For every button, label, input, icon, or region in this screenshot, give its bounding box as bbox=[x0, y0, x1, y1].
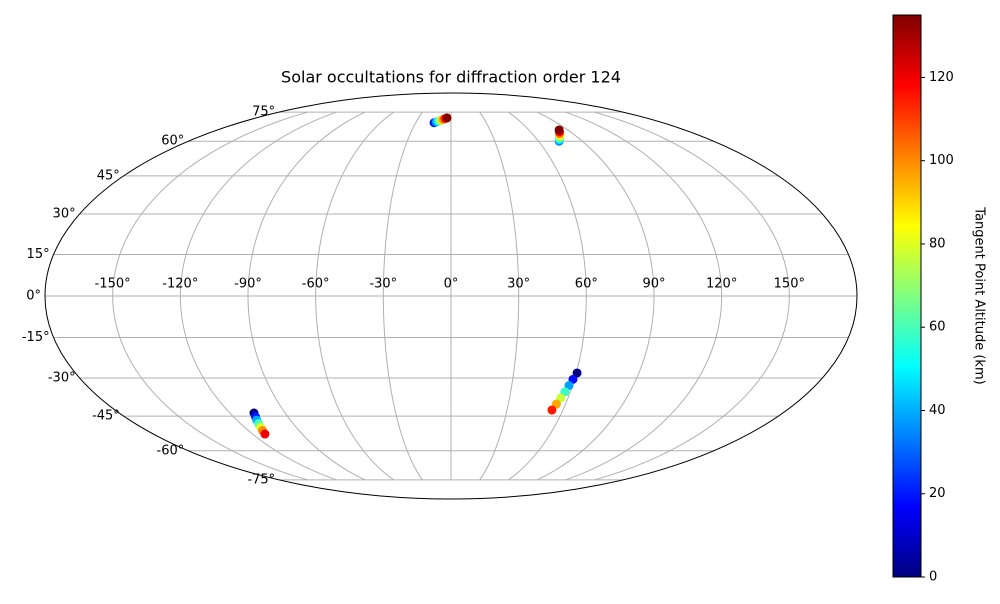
colorbar bbox=[892, 14, 922, 578]
x-tick-label: 30° bbox=[507, 277, 530, 292]
colorbar-tick-label: 80 bbox=[929, 236, 946, 251]
x-tick-label: 120° bbox=[706, 277, 737, 292]
y-tick-label: 0° bbox=[26, 289, 41, 304]
y-tick-label: -15° bbox=[22, 330, 50, 345]
y-tick-label: -75° bbox=[247, 472, 275, 487]
meridian bbox=[536, 111, 655, 481]
y-tick-label: 15° bbox=[27, 247, 50, 262]
x-tick-label: -30° bbox=[369, 277, 397, 292]
grid bbox=[44, 92, 858, 500]
point bbox=[554, 125, 564, 135]
x-tick-label: 150° bbox=[774, 277, 805, 292]
colorbar-tick-label: 20 bbox=[929, 486, 946, 501]
colorbar-tick-label: 100 bbox=[929, 153, 954, 168]
meridian bbox=[479, 111, 520, 481]
x-tick-label: 90° bbox=[642, 277, 665, 292]
meridian bbox=[112, 111, 308, 481]
x-tick-label: -90° bbox=[234, 277, 262, 292]
y-tick-label: 60° bbox=[161, 134, 184, 149]
meridian bbox=[594, 111, 790, 481]
x-tick-label: 0° bbox=[444, 277, 459, 292]
colorbar-tick-label: 0 bbox=[929, 570, 937, 585]
y-tick-label: 30° bbox=[53, 206, 76, 221]
y-tick-label: 75° bbox=[252, 105, 275, 120]
meridian bbox=[382, 111, 423, 481]
x-tick-label: 60° bbox=[575, 277, 598, 292]
meridian bbox=[315, 111, 395, 481]
point bbox=[260, 429, 270, 439]
map-border bbox=[44, 92, 858, 500]
y-tick-label: -30° bbox=[48, 371, 76, 386]
meridian bbox=[179, 111, 337, 481]
x-tick-label: -120° bbox=[162, 277, 198, 292]
point bbox=[547, 405, 557, 415]
labels: -150° -120° -90° -60° -30° 0° 30° 60° 90° 120° 150… bbox=[22, 105, 805, 488]
y-tick-label: -60° bbox=[157, 443, 185, 458]
point bbox=[442, 113, 452, 123]
meridian bbox=[247, 111, 366, 481]
colorbar-tick-label: 60 bbox=[929, 320, 946, 335]
colorbar-label: Tangent Point Altitude (km) bbox=[972, 206, 987, 384]
x-tick-label: -60° bbox=[302, 277, 330, 292]
meridian bbox=[565, 111, 723, 481]
y-tick-label: -45° bbox=[92, 409, 120, 424]
points bbox=[249, 113, 582, 439]
colorbar-tick-label: 40 bbox=[929, 403, 946, 418]
meridian bbox=[507, 111, 587, 481]
colorbar-tick-label: 120 bbox=[929, 70, 954, 85]
x-tick-label: -150° bbox=[95, 277, 131, 292]
chart-title: Solar occultations for diffraction order… bbox=[281, 68, 621, 87]
y-tick-label: 45° bbox=[97, 168, 120, 183]
